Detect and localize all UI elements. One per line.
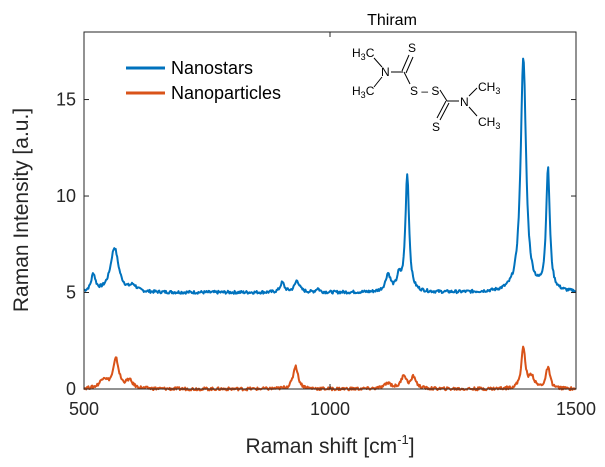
atom-s-s: S – S: [410, 84, 439, 98]
atom-s-top: S: [408, 41, 416, 55]
atom-n-left: N: [381, 65, 390, 79]
y-tick-label: 5: [66, 283, 76, 303]
x-axis-label: Raman shift [cm-1]: [245, 432, 414, 458]
legend-label-nanostars: Nanostars: [171, 58, 253, 78]
atom-s-bottom: S: [432, 120, 440, 134]
x-tick-label: 1000: [310, 399, 350, 419]
x-tick-label: 500: [69, 399, 99, 419]
x-tick-label: 1500: [556, 399, 596, 419]
y-axis-label: Raman Intensity [a.u.]: [10, 108, 33, 312]
y-tick-label: 15: [56, 90, 76, 110]
thiram-title: Thiram: [367, 12, 417, 29]
atom-n-right: N: [460, 95, 469, 109]
plot-area: [84, 32, 576, 389]
y-tick-label: 0: [66, 379, 76, 399]
legend-label-nanoparticles: Nanoparticles: [171, 83, 281, 103]
y-tick-label: 10: [56, 186, 76, 206]
